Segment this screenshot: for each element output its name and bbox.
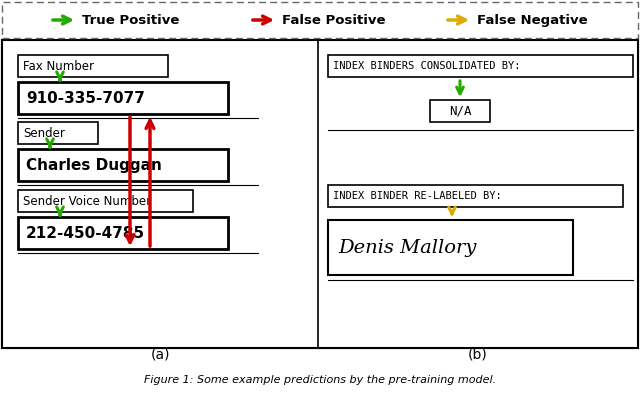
Bar bbox=[18, 217, 228, 249]
Text: False Positive: False Positive bbox=[282, 13, 385, 26]
Bar bbox=[430, 100, 490, 122]
Bar bbox=[18, 82, 228, 114]
Text: Fax Number: Fax Number bbox=[23, 59, 94, 72]
Bar bbox=[328, 185, 623, 207]
Text: INDEX BINDER RE-LABELED BY:: INDEX BINDER RE-LABELED BY: bbox=[333, 191, 502, 201]
Text: 212-450-4785: 212-450-4785 bbox=[26, 225, 145, 240]
Text: N/A: N/A bbox=[449, 104, 471, 117]
Bar bbox=[328, 220, 573, 275]
Text: (a): (a) bbox=[150, 348, 170, 362]
Text: Sender: Sender bbox=[23, 126, 65, 139]
Bar bbox=[18, 190, 193, 212]
Bar bbox=[328, 55, 633, 77]
Bar bbox=[18, 122, 98, 144]
Bar bbox=[2, 40, 638, 348]
Text: Sender Voice Number: Sender Voice Number bbox=[23, 195, 151, 208]
Text: Charles Duggan: Charles Duggan bbox=[26, 158, 162, 173]
Text: INDEX BINDERS CONSOLIDATED BY:: INDEX BINDERS CONSOLIDATED BY: bbox=[333, 61, 520, 71]
Text: Denis Mallory: Denis Mallory bbox=[338, 239, 476, 257]
Bar bbox=[18, 149, 228, 181]
Text: True Positive: True Positive bbox=[82, 13, 179, 26]
Text: 910-335-7077: 910-335-7077 bbox=[26, 91, 145, 106]
Bar bbox=[2, 40, 638, 348]
Bar bbox=[18, 55, 168, 77]
Bar bbox=[2, 2, 638, 38]
Text: (b): (b) bbox=[468, 348, 488, 362]
Text: False Negative: False Negative bbox=[477, 13, 588, 26]
Text: Figure 1: Some example predictions by the pre-training model.: Figure 1: Some example predictions by th… bbox=[144, 375, 496, 385]
